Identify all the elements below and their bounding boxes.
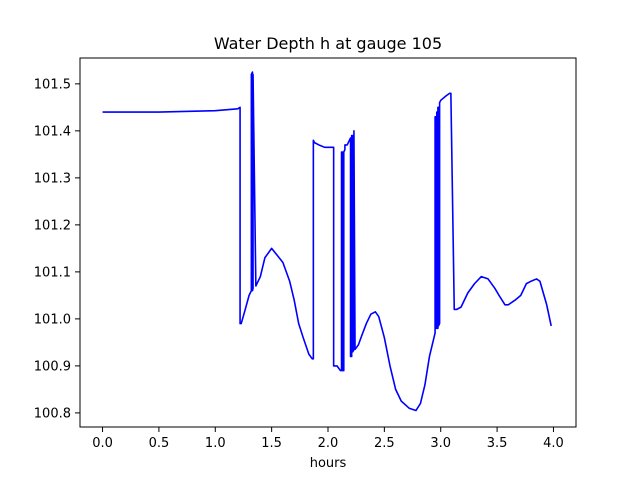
y-tick-label: 101.0 [34,312,71,327]
series-line-0 [102,71,552,412]
x-axis-label: hours [310,456,347,471]
x-tick-label: 2.5 [374,436,395,451]
y-tick-label: 101.4 [34,124,71,139]
plot-area [102,71,552,412]
x-tick-label: 2.0 [318,436,339,451]
y-tick-label: 101.5 [34,77,71,92]
x-tick-label: 3.5 [487,436,508,451]
x-tick-label: 4.0 [543,436,564,451]
x-tick-label: 3.0 [430,436,451,451]
x-tick-label: 1.0 [205,436,226,451]
axes-frame [79,57,577,428]
y-axis-ticks: 100.8 100.9 101.0 101.1 101.2 101.3 101.4 101.5 [34,77,80,421]
y-tick-label: 101.3 [34,171,71,186]
y-tick-label: 101.1 [34,265,71,280]
y-tick-label: 101.2 [34,218,71,233]
y-tick-label: 100.8 [34,406,71,421]
x-tick-label: 0.0 [92,436,113,451]
y-tick-label: 100.9 [34,359,71,374]
x-tick-label: 1.5 [261,436,282,451]
chart-title: Water Depth h at gauge 105 [214,34,442,53]
x-axis-ticks: 0.0 0.5 1.0 1.5 2.0 2.5 3.0 3.5 4.0 [92,427,564,451]
x-tick-label: 0.5 [149,436,170,451]
